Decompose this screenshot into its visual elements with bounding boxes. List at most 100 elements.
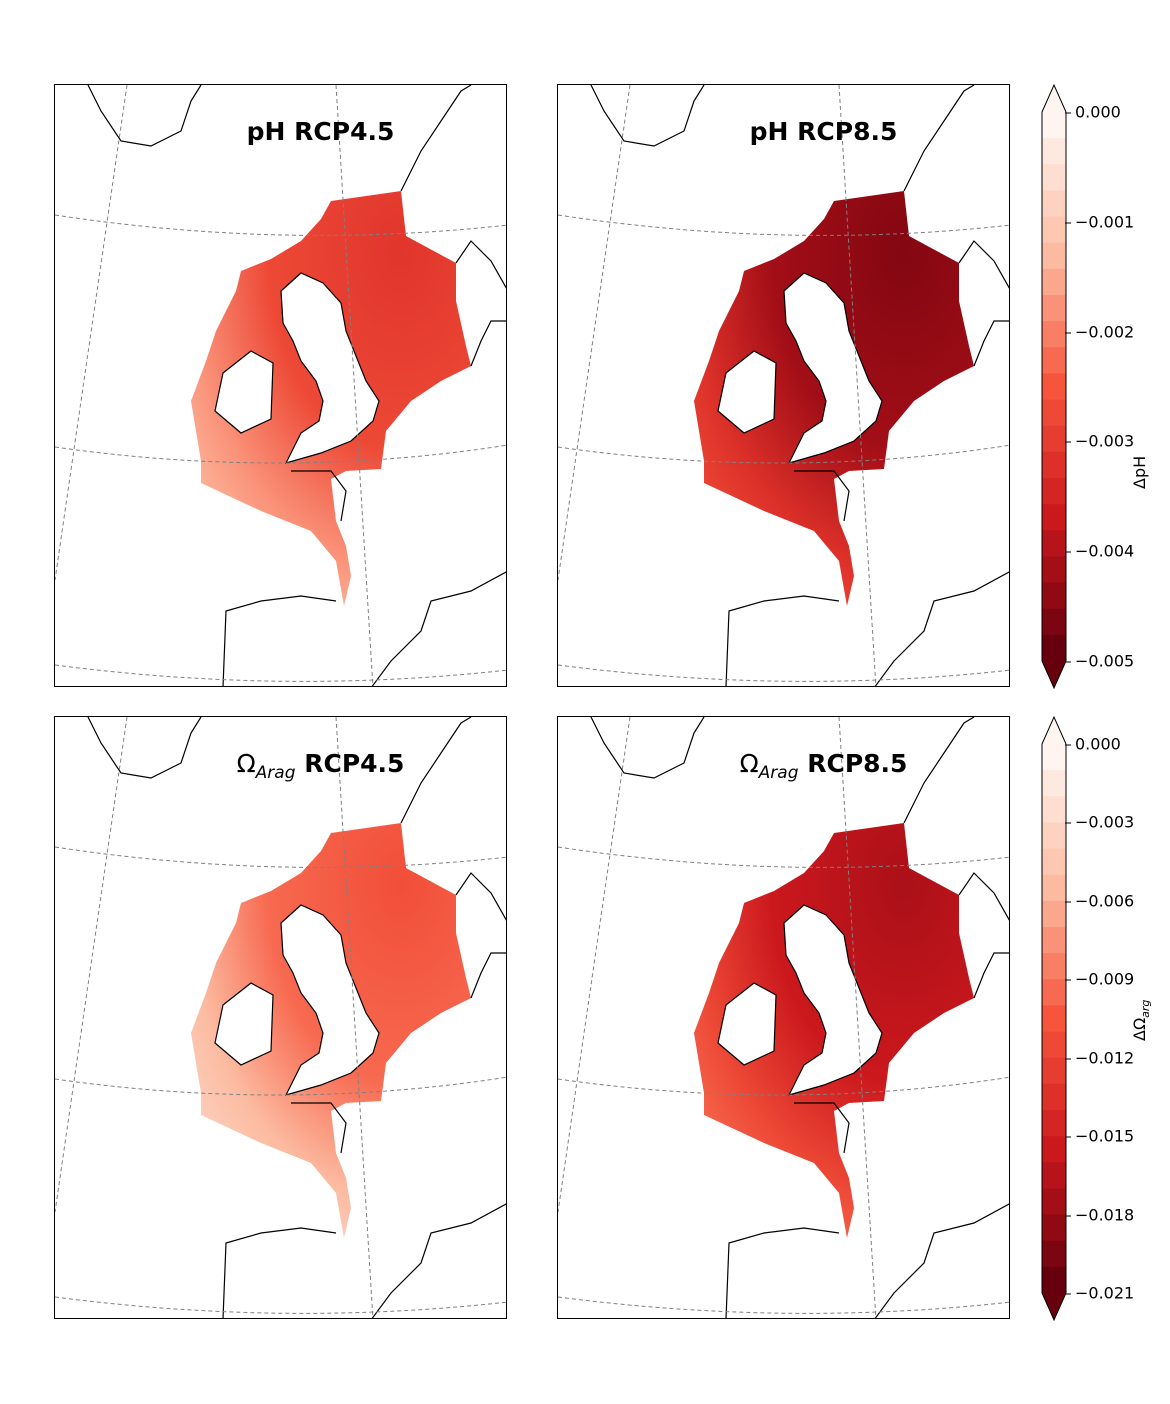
coastline — [222, 1227, 337, 1318]
colorbar-level — [1042, 451, 1066, 479]
coastline — [973, 952, 1009, 999]
colorbar-tick-label: −0.006 — [1065, 891, 1134, 910]
graticule-line — [55, 717, 128, 1213]
graticule-line — [55, 444, 506, 464]
colorbar-level — [1042, 1162, 1066, 1189]
coastline — [371, 571, 506, 686]
colorbar-extend-min — [1042, 1293, 1066, 1320]
colorbar-tick-label: −0.015 — [1065, 1127, 1134, 1146]
coastline — [87, 717, 202, 779]
graticule-line — [838, 717, 877, 1318]
great-britain-land — [783, 272, 883, 464]
colorbar-level — [1042, 979, 1066, 1006]
map-ph-rcp45: pH RCP4.5 — [54, 84, 507, 687]
colorbar-tick-label: −0.009 — [1065, 970, 1134, 989]
colorbar-extend-min — [1042, 661, 1066, 688]
colorbar-level — [1042, 425, 1066, 453]
coastline — [87, 85, 202, 147]
coastline — [590, 85, 705, 147]
map-canvas — [558, 717, 1009, 1318]
colorbar-level — [1042, 874, 1066, 902]
coastline — [400, 85, 472, 192]
panel-title: ΩArag RCP8.5 — [739, 749, 908, 783]
great-britain-land — [280, 272, 380, 464]
colorbar-level — [1042, 1005, 1066, 1033]
colorbar-level — [1042, 295, 1066, 322]
coastline — [903, 85, 975, 192]
coastline — [400, 717, 472, 824]
graticule-line — [55, 214, 506, 236]
ireland-land — [214, 982, 274, 1066]
graticule-line — [335, 85, 374, 686]
coastline — [291, 470, 347, 522]
coastline — [725, 1227, 840, 1318]
graticule-line — [558, 214, 1009, 236]
colorbar-level — [1042, 927, 1066, 954]
colorbar-level — [1042, 530, 1066, 557]
graticule-line — [558, 85, 631, 581]
colorbar-level — [1042, 770, 1066, 797]
colorbar-ph: ΔpH 0.000 −0.001 −0.002 −0.003 −0.004 −0.005 — [1030, 84, 1170, 689]
coastline — [958, 872, 1009, 921]
colorbar-level — [1042, 1110, 1066, 1137]
coastline — [455, 872, 506, 921]
map-canvas — [558, 85, 1009, 686]
coastline — [590, 717, 705, 779]
colorbar-level — [1042, 1083, 1066, 1111]
colorbar-level — [1042, 190, 1066, 218]
colorbar-level — [1042, 268, 1066, 296]
colorbar-level — [1042, 112, 1066, 139]
graticule-line — [558, 846, 1009, 868]
colorbar-tick-label: −0.018 — [1065, 1205, 1134, 1224]
colorbar-level — [1042, 1057, 1066, 1085]
colorbar-label: ΔpH — [1130, 455, 1149, 489]
coastline — [470, 952, 506, 999]
colorbar-level — [1042, 953, 1066, 980]
colorbar-level — [1042, 242, 1066, 270]
panel-title: pH RCP4.5 — [246, 117, 395, 146]
map-ph-rcp85: pH RCP8.5 — [557, 84, 1010, 687]
colorbar-level — [1042, 582, 1066, 610]
graticule-line — [55, 846, 506, 868]
colorbar-level — [1042, 216, 1066, 244]
coastline — [973, 320, 1009, 367]
graticule-line — [558, 1076, 1009, 1096]
colorbar-level — [1042, 164, 1066, 191]
colorbar-tick-label: −0.003 — [1065, 813, 1134, 832]
panel-title: ΩArag RCP4.5 — [236, 749, 405, 783]
coastline — [794, 470, 850, 522]
graticule-line — [838, 85, 877, 686]
coastline — [371, 1203, 506, 1318]
colorbar-tick-label: −0.005 — [1065, 652, 1134, 671]
graticule-line — [55, 1076, 506, 1096]
graticule-line — [558, 664, 1009, 682]
coastline — [725, 595, 840, 686]
colorbar-extend-max — [1042, 85, 1066, 112]
colorbar-level — [1042, 634, 1066, 662]
coastline — [470, 320, 506, 367]
graticule-line — [55, 1296, 506, 1314]
colorbar-level — [1042, 796, 1066, 823]
colorbar-level — [1042, 1240, 1066, 1268]
colorbar-level — [1042, 1188, 1066, 1216]
map-canvas — [55, 717, 506, 1318]
colorbar-level — [1042, 478, 1066, 505]
coastline — [455, 240, 506, 289]
colorbar-level — [1042, 900, 1066, 928]
colorbar-level — [1042, 744, 1066, 771]
ireland-land — [214, 350, 274, 434]
colorbar-level — [1042, 1136, 1066, 1163]
ireland-land — [717, 982, 777, 1066]
colorbar-tick-label: −0.001 — [1065, 212, 1134, 231]
graticule-line — [558, 1296, 1009, 1314]
colorbar-level — [1042, 822, 1066, 850]
colorbar-level — [1042, 138, 1066, 165]
map-canvas — [55, 85, 506, 686]
great-britain-land — [280, 904, 380, 1096]
great-britain-land — [783, 904, 883, 1096]
colorbar-extend-max — [1042, 717, 1066, 744]
colorbar-level — [1042, 504, 1066, 531]
colorbar-tick-label: −0.021 — [1065, 1284, 1134, 1303]
colorbar-level — [1042, 1031, 1066, 1059]
colorbar-tick-label: −0.012 — [1065, 1048, 1134, 1067]
